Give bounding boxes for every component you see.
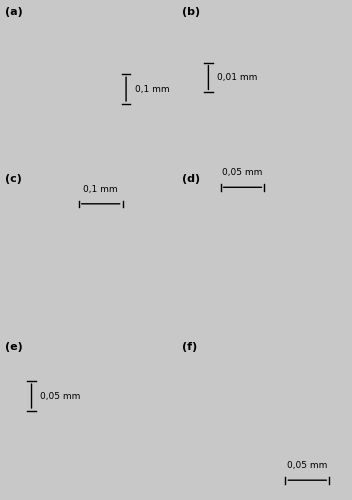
Text: 0,01 mm: 0,01 mm bbox=[217, 73, 258, 82]
Text: (f): (f) bbox=[182, 342, 197, 351]
Text: (d): (d) bbox=[182, 174, 200, 184]
Text: 0,1 mm: 0,1 mm bbox=[83, 185, 118, 194]
Text: (c): (c) bbox=[5, 174, 22, 184]
Text: 0,05 mm: 0,05 mm bbox=[40, 392, 81, 400]
Text: (e): (e) bbox=[5, 342, 23, 351]
Text: (b): (b) bbox=[182, 6, 200, 16]
Text: 0,1 mm: 0,1 mm bbox=[135, 84, 169, 94]
Text: (a): (a) bbox=[5, 6, 23, 16]
Text: 0,05 mm: 0,05 mm bbox=[287, 462, 327, 470]
Text: 0,05 mm: 0,05 mm bbox=[222, 168, 263, 177]
